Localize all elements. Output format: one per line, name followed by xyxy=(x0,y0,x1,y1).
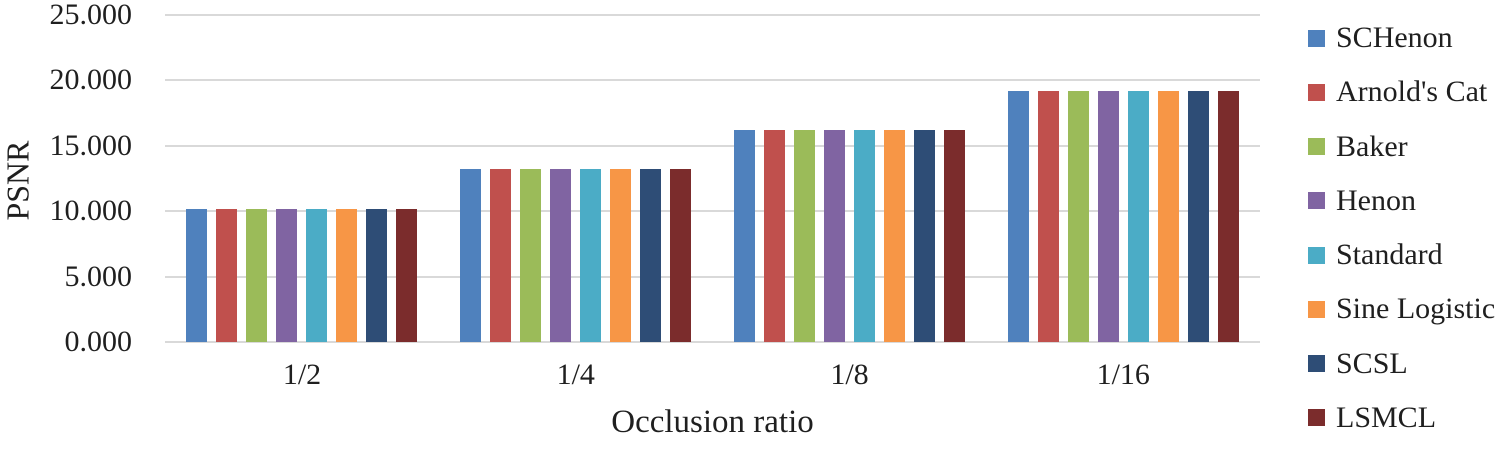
x-tick-label: 1/4 xyxy=(556,358,595,391)
legend-label: Baker xyxy=(1336,129,1408,163)
x-axis-title: Occlusion ratio xyxy=(611,404,814,440)
bar xyxy=(823,130,845,342)
legend-swatch-icon xyxy=(1308,300,1325,318)
y-tick-label: 5.000 xyxy=(64,259,133,293)
legend-item: Standard xyxy=(1308,238,1495,272)
x-tick-label: 1/8 xyxy=(830,358,869,391)
bar xyxy=(396,208,418,342)
legend-item: Sine Logistic xyxy=(1308,292,1495,326)
bar-group-1-16 xyxy=(986,15,1260,342)
legend-swatch-icon xyxy=(1308,246,1325,264)
gridline xyxy=(165,14,1260,16)
plot-area xyxy=(165,14,1260,343)
bar xyxy=(246,208,268,342)
bar xyxy=(550,169,572,342)
legend-swatch-icon xyxy=(1308,192,1325,210)
legend-swatch-icon xyxy=(1308,138,1325,156)
bar xyxy=(670,169,692,342)
y-tick-label: 0.000 xyxy=(64,325,133,358)
gridline xyxy=(165,275,1260,278)
legend-label: SCSL xyxy=(1336,346,1408,380)
legend-swatch-icon xyxy=(1308,409,1325,427)
y-tick-label: 20.000 xyxy=(49,63,133,97)
y-tick-label: 15.000 xyxy=(49,128,133,162)
bar xyxy=(216,208,238,342)
bar xyxy=(610,169,632,342)
bar xyxy=(913,130,935,342)
bar xyxy=(763,130,785,342)
bar-group-1-2 xyxy=(165,15,439,342)
bar xyxy=(306,208,328,342)
legend-item: SCHenon xyxy=(1308,21,1495,55)
bar xyxy=(1187,90,1209,342)
legend-swatch-icon xyxy=(1308,355,1325,373)
bar xyxy=(883,130,905,342)
bar xyxy=(1007,90,1029,342)
legend-label: Henon xyxy=(1336,183,1416,217)
bar xyxy=(580,169,602,342)
bar xyxy=(793,130,815,342)
x-tick-label: 1/2 xyxy=(282,358,322,391)
legend-label: Standard xyxy=(1336,238,1443,272)
legend-label: SCHenon xyxy=(1336,21,1453,54)
bar xyxy=(1097,90,1119,342)
bar-group-1-4 xyxy=(439,15,713,342)
legend-swatch-icon xyxy=(1308,83,1325,101)
bar xyxy=(460,169,482,342)
x-tick-label: 1/16 xyxy=(1096,358,1150,391)
y-tick-label: 10.000 xyxy=(49,194,133,228)
legend-item: SCSL xyxy=(1308,347,1495,381)
bar xyxy=(520,169,542,342)
bar xyxy=(853,130,875,342)
bar xyxy=(1157,90,1179,342)
bar xyxy=(640,169,662,342)
gridline xyxy=(165,341,1260,343)
bar-group-1-8 xyxy=(713,15,987,342)
legend-item: Arnold's Cat xyxy=(1308,75,1495,109)
gridline xyxy=(165,79,1260,82)
bar xyxy=(366,208,388,342)
bar xyxy=(276,208,298,342)
legend-swatch-icon xyxy=(1308,29,1325,47)
gridline xyxy=(165,210,1260,213)
bar xyxy=(733,130,755,342)
y-tick-label: 25.000 xyxy=(49,0,133,31)
legend-label: Arnold's Cat xyxy=(1336,75,1488,109)
y-axis-title: PSNR xyxy=(0,140,36,221)
bar xyxy=(490,169,512,342)
bar xyxy=(1037,90,1059,342)
bar-groups xyxy=(165,15,1260,342)
legend-item: LSMCL xyxy=(1308,401,1495,435)
legend-label: LSMCL xyxy=(1336,400,1437,434)
bar xyxy=(186,208,208,342)
bar xyxy=(1127,90,1149,342)
legend-item: Henon xyxy=(1308,184,1495,218)
legend: SCHenon Arnold's Cat Baker Henon Standard Sin… xyxy=(1308,21,1495,435)
bar xyxy=(336,208,358,342)
gridline xyxy=(165,144,1260,147)
bar xyxy=(1217,90,1239,342)
bar xyxy=(1067,90,1089,342)
bar xyxy=(943,130,965,342)
legend-item: Baker xyxy=(1308,130,1495,164)
legend-label: Sine Logistic xyxy=(1336,292,1496,326)
